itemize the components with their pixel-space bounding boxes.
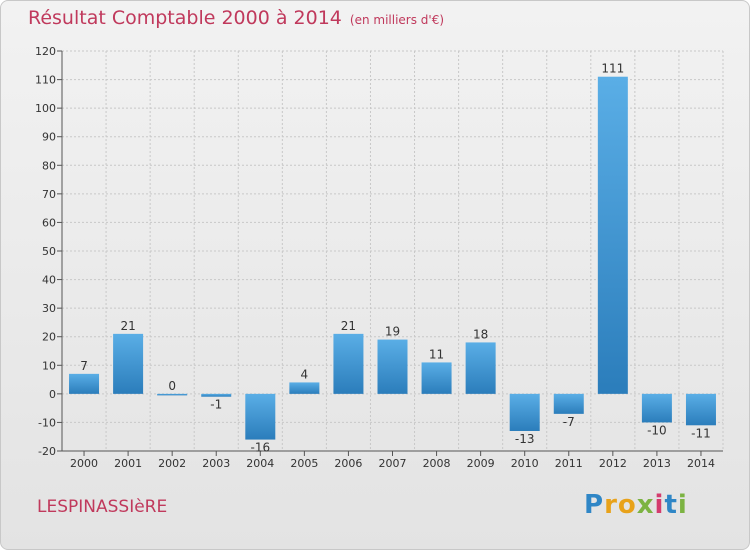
logo-letter: o — [617, 490, 637, 520]
x-tick-label: 2014 — [687, 457, 715, 470]
axes — [57, 50, 723, 456]
bar-value-label: 18 — [473, 327, 488, 341]
proxiti-logo[interactable]: Proxiti — [584, 490, 688, 520]
bar-value-label: -7 — [563, 415, 575, 429]
bar — [377, 339, 408, 394]
bar-value-label: -1 — [210, 398, 222, 412]
x-tick-label: 2001 — [114, 457, 142, 470]
bar-value-label: -10 — [647, 423, 667, 437]
y-tick-label: 110 — [35, 74, 56, 87]
x-tick-label: 2006 — [334, 457, 362, 470]
y-tick-label: 30 — [42, 302, 56, 315]
bar — [641, 393, 672, 423]
bar-value-label: 111 — [601, 62, 624, 76]
bar-value-label: -13 — [515, 432, 535, 446]
x-tick-label: 2010 — [511, 457, 539, 470]
y-tick-label: 50 — [42, 245, 56, 258]
bar-value-label: 4 — [301, 367, 309, 381]
logo-letter: x — [636, 490, 655, 520]
bar — [553, 393, 584, 414]
x-tick-label: 2009 — [467, 457, 495, 470]
y-tick-label: -20 — [38, 445, 56, 458]
bar — [245, 393, 276, 440]
x-tick-label: 2004 — [246, 457, 274, 470]
bar-value-label: 7 — [80, 359, 88, 373]
y-tick-label: 0 — [49, 388, 56, 401]
bar-value-label: 21 — [341, 319, 356, 333]
x-tick-label: 2002 — [158, 457, 186, 470]
logo-letter: r — [604, 490, 618, 520]
bar — [157, 393, 188, 396]
x-tick-label: 2005 — [290, 457, 318, 470]
bar — [421, 362, 452, 394]
bar-value-label: -16 — [250, 441, 270, 455]
y-tick-label: -10 — [38, 416, 56, 429]
logo-letter: t — [664, 490, 678, 520]
bars — [69, 76, 716, 440]
x-tick-label: 2000 — [70, 457, 98, 470]
x-tick-label: 2003 — [202, 457, 230, 470]
x-tick-label: 2007 — [379, 457, 407, 470]
bar — [113, 333, 144, 394]
logo-letter: i — [677, 490, 688, 520]
y-tick-label: 120 — [35, 45, 56, 58]
chart-title: Résultat Comptable 2000 à 2014 (en millie… — [28, 7, 444, 29]
bar — [597, 76, 628, 394]
bar — [685, 393, 716, 426]
bar — [201, 393, 232, 397]
logo-letter: i — [654, 490, 665, 520]
bar — [509, 393, 540, 431]
y-tick-label: 100 — [35, 102, 56, 115]
y-tick-label: 80 — [42, 159, 56, 172]
grid-lines — [61, 50, 724, 452]
x-tick-label: 2013 — [643, 457, 671, 470]
bar-value-label: 0 — [168, 379, 176, 393]
y-tick-label: 70 — [42, 188, 56, 201]
y-tick-label: 40 — [42, 274, 56, 287]
bar — [69, 373, 100, 394]
bar-value-label: -11 — [691, 426, 711, 440]
bar-value-label: 11 — [429, 347, 444, 361]
bar-value-label: 19 — [385, 325, 400, 339]
y-tick-label: 20 — [42, 331, 56, 344]
y-tick-label: 60 — [42, 216, 56, 229]
bar-value-label: 21 — [120, 319, 135, 333]
logo-letter: P — [584, 490, 605, 520]
chart-subtitle: (en milliers d'€) — [349, 13, 445, 27]
y-tick-label: 10 — [42, 359, 56, 372]
commune-name: LESPINASSIèRE — [37, 497, 168, 517]
bar — [289, 382, 320, 394]
bar — [465, 342, 496, 394]
labels: -20-100102030405060708090100110120720002… — [35, 45, 715, 470]
x-tick-label: 2011 — [555, 457, 583, 470]
x-tick-label: 2012 — [599, 457, 627, 470]
x-tick-label: 2008 — [423, 457, 451, 470]
chart-title-text: Résultat Comptable 2000 à 2014 — [28, 7, 342, 29]
y-tick-label: 90 — [42, 131, 56, 144]
bar — [333, 333, 364, 394]
